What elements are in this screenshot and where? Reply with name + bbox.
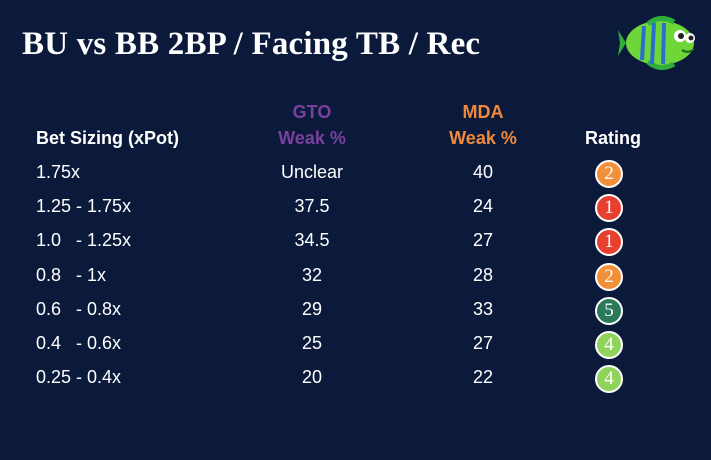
gto-weak-cell: Unclear (280, 162, 344, 182)
mda-weak-cell: 40 (472, 162, 494, 182)
header-gto: GTO Weak % (262, 99, 362, 151)
header-bet-sizing: Bet Sizing (xPot) (36, 128, 179, 148)
header-gto-line1: GTO (292, 102, 332, 122)
header-rating: Rating (585, 128, 641, 148)
rating-badge: 5 (595, 296, 623, 325)
header-mda: MDA Weak % (433, 99, 533, 151)
table-row: 0.4 - 0.6x 25 27 4 (0, 329, 711, 363)
rating-badge: 4 (595, 365, 623, 394)
gto-weak-cell: 29 (301, 298, 323, 319)
rating-badge: 2 (595, 262, 623, 291)
mda-weak-cell: 28 (472, 264, 494, 285)
gto-weak-cell: 32 (301, 264, 323, 285)
rating-badge: 2 (595, 160, 623, 188)
bet-size-cell: 0.8 - 1x (36, 264, 107, 285)
table-body: 1.75x Unclear 40 2 1.25 - 1.75x 37.5 24 … (0, 158, 711, 397)
bet-size-cell: 0.4 - 0.6x (36, 332, 122, 353)
mda-weak-cell: 33 (472, 298, 494, 319)
mda-weak-cell: 27 (472, 230, 494, 251)
header-gto-line2: Weak % (278, 128, 346, 148)
bet-size-cell: 1.0 - 1.25x (36, 230, 132, 251)
table-row: 1.25 - 1.75x 37.5 24 1 (0, 192, 711, 226)
bet-size-cell: 0.6 - 0.8x (36, 298, 122, 319)
table-row: 0.6 - 0.8x 29 33 5 (0, 295, 711, 329)
bet-size-cell: 0.25 - 0.4x (36, 367, 122, 388)
rating-badge: 4 (595, 330, 623, 359)
rating-badge: 1 (595, 228, 623, 257)
page-title: BU vs BB 2BP / Facing TB / Rec (22, 26, 481, 62)
gto-weak-cell: 34.5 (294, 230, 330, 251)
table-row: 0.25 - 0.4x 20 22 4 (0, 363, 711, 397)
mda-weak-cell: 27 (472, 332, 494, 353)
gto-weak-cell: 25 (301, 332, 323, 353)
header-mda-line2: Weak % (449, 128, 517, 148)
bet-size-cell: 1.75x (36, 162, 81, 182)
bet-size-cell: 1.25 - 1.75x (36, 196, 132, 217)
mda-weak-cell: 24 (472, 196, 494, 217)
rating-badge: 1 (595, 194, 623, 223)
gto-weak-cell: 20 (301, 367, 323, 388)
table-row: 1.0 - 1.25x 34.5 27 1 (0, 226, 711, 260)
table-row: 1.75x Unclear 40 2 (0, 158, 711, 192)
gto-weak-cell: 37.5 (294, 196, 330, 217)
header-mda-line1: MDA (462, 102, 504, 122)
fish-logo-icon (618, 16, 695, 70)
table-row: 0.8 - 1x 32 28 2 (0, 261, 711, 295)
mda-weak-cell: 22 (472, 367, 494, 388)
